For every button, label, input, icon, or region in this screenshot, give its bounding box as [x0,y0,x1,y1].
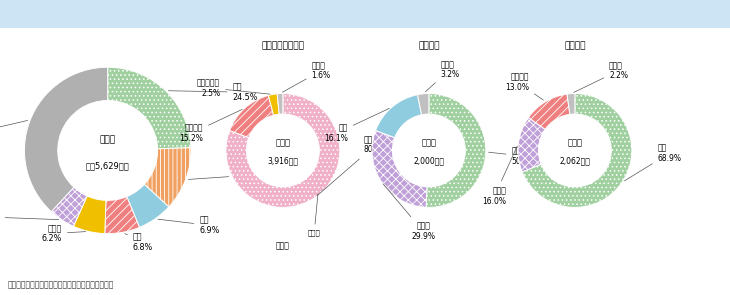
Wedge shape [375,95,422,138]
Text: その他
2.2%: その他 2.2% [574,61,628,92]
Wedge shape [51,187,87,226]
Wedge shape [567,94,575,114]
Text: その他
3.2%: その他 3.2% [425,60,459,92]
Text: 輸入額: 輸入額 [421,139,437,148]
Text: （とうもろこし）: （とうもろこし） [261,41,304,50]
Text: ブラジル
5.1%: ブラジル 5.1% [0,207,59,227]
Wedge shape [269,94,279,115]
FancyBboxPatch shape [3,2,63,26]
Text: 資料：財務省「貿易統計」を基に農林水産省で作成: 資料：財務省「貿易統計」を基に農林水産省で作成 [7,280,114,289]
Wedge shape [518,117,545,172]
Wedge shape [529,94,570,130]
Text: ブラジル
15.2%: ブラジル 15.2% [180,109,242,143]
Text: 米国
50.8%: 米国 50.8% [488,146,535,166]
Text: 図1-2-8: 図1-2-8 [15,9,51,19]
Text: カナダ
6.2%: カナダ 6.2% [42,224,85,243]
Wedge shape [105,196,139,234]
Wedge shape [145,148,191,207]
Text: 中国
12.4%: 中国 12.4% [188,166,260,185]
Wedge shape [277,94,283,114]
Wedge shape [25,67,107,212]
Text: その他
38.2%: その他 38.2% [0,120,28,143]
Text: ブラジル
13.0%: ブラジル 13.0% [505,72,543,100]
Text: 3,916億円: 3,916億円 [267,156,299,165]
Text: その他
1.6%: その他 1.6% [283,61,331,92]
Wedge shape [127,184,169,227]
Text: （小麦）: （小麦） [418,41,439,50]
Text: ウクライナ
2.5%: ウクライナ 2.5% [197,78,270,98]
Text: 米国
80.7%: 米国 80.7% [318,135,388,195]
Text: 飼料用: 飼料用 [308,194,320,236]
Wedge shape [74,196,106,234]
Wedge shape [426,94,486,207]
Wedge shape [372,130,427,207]
Text: カナダ
16.0%: カナダ 16.0% [483,146,517,206]
Wedge shape [229,95,274,138]
Text: 輸入額: 輸入額 [567,139,583,148]
Wedge shape [107,67,191,149]
Text: タイ
6.8%: タイ 6.8% [125,232,153,252]
Text: 2,000億円: 2,000億円 [413,156,445,165]
Wedge shape [522,94,631,207]
Text: 豪州
16.1%: 豪州 16.1% [324,108,389,143]
Wedge shape [226,94,339,207]
Text: その他: その他 [276,242,290,251]
Text: 米国
68.9%: 米国 68.9% [624,144,681,181]
Text: ６兆5,629億円: ６兆5,629億円 [86,161,129,170]
Text: 米国
24.5%: 米国 24.5% [169,83,258,102]
Text: （農産物全体）: （農産物全体） [87,0,128,1]
Text: 豪州
6.9%: 豪州 6.9% [158,216,220,235]
Text: 我が国の主要農産物の国別輸入額割合（平成27（2015）年）: 我が国の主要農産物の国別輸入額割合（平成27（2015）年） [72,7,285,21]
Wedge shape [418,94,429,115]
Text: 輸入額: 輸入額 [275,139,291,148]
Text: （大豆）: （大豆） [564,41,585,50]
Text: 2,062億円: 2,062億円 [559,156,591,165]
Text: 輸入額: 輸入額 [99,135,116,144]
Text: カナダ
29.9%: カナダ 29.9% [383,184,435,241]
